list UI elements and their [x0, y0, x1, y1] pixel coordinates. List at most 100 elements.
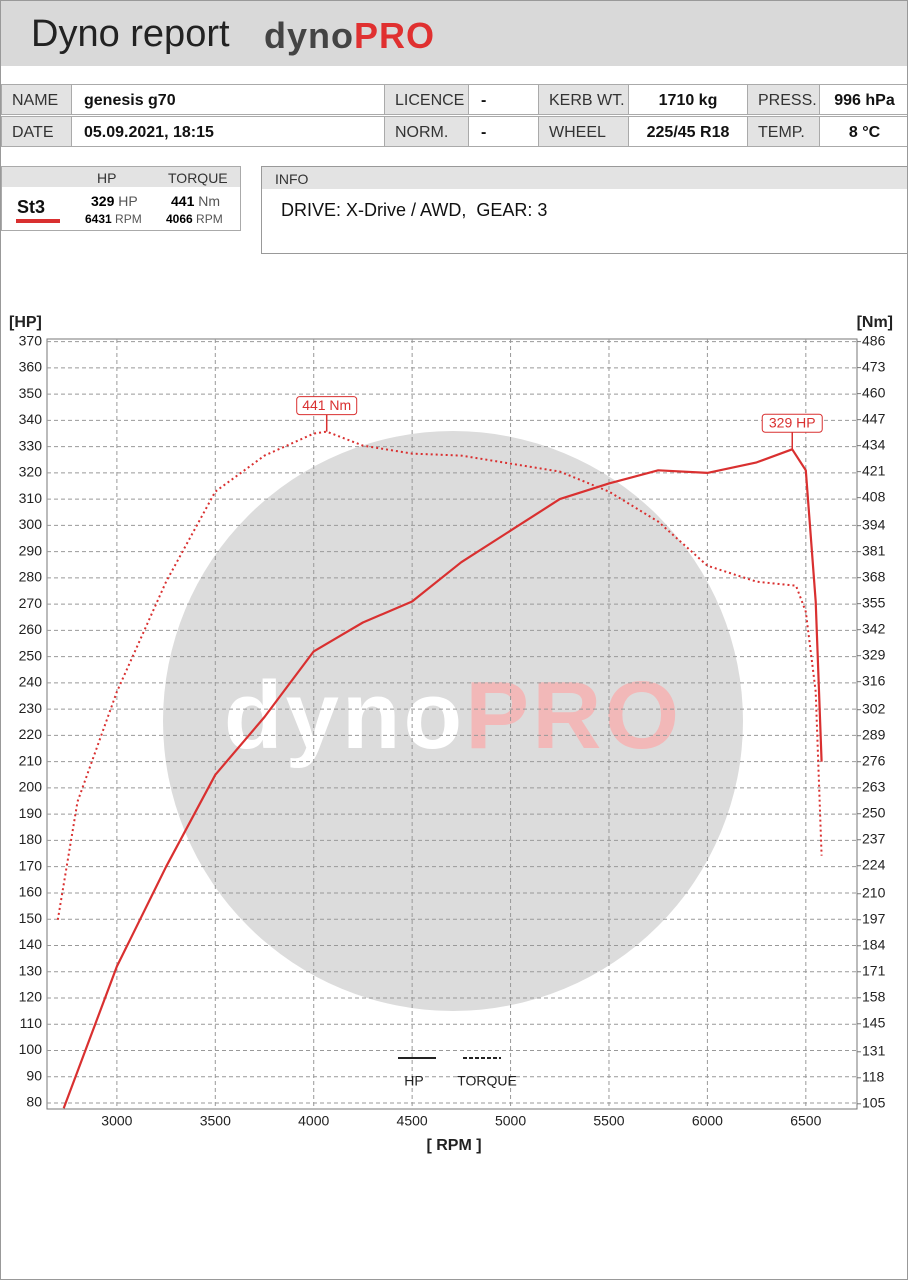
peak-hp-rpm: 6431 RPM	[85, 212, 142, 226]
annotation-label: 329 HP	[769, 414, 816, 430]
table-value: 8 °C	[819, 116, 907, 147]
y-tick-label: 370	[19, 332, 43, 348]
y-tick-label: 210	[19, 752, 43, 768]
y2-tick-label: 276	[862, 752, 886, 768]
y-tick-label: 300	[19, 516, 43, 532]
y-tick-label: 220	[19, 726, 43, 742]
info-box: INFO DRIVE: X-Drive / AWD, GEAR: 3	[261, 166, 907, 254]
y2-tick-label: 355	[862, 594, 886, 610]
logo-dyno: dyno	[264, 15, 354, 56]
table-label: LICENCE	[384, 84, 469, 115]
annotation-label: 441 Nm	[302, 397, 351, 413]
title: Dyno report	[31, 13, 230, 55]
hp-rpm-unit: RPM	[115, 212, 142, 226]
peak-torque: 441 Nm	[171, 193, 220, 209]
y2-tick-label: 473	[862, 358, 886, 374]
y-tick-label: 280	[19, 569, 43, 585]
summary-box: HP TORQUE St3 329 HP 441 Nm 6431 RPM 406…	[1, 166, 241, 231]
table-label: WHEEL	[538, 116, 629, 147]
y2-tick-label: 329	[862, 646, 886, 662]
hp-rpm-value: 6431	[85, 212, 112, 226]
y2-tick-label: 302	[862, 700, 886, 716]
y-tick-label: 240	[19, 674, 43, 690]
series-line	[62, 448, 823, 1109]
table-value: genesis g70	[71, 84, 385, 115]
y2-tick-label: 131	[862, 1042, 886, 1058]
header-bar	[1, 1, 907, 66]
legend-label: TORQUE	[457, 1073, 517, 1089]
y-tick-label: 360	[19, 359, 43, 375]
y2-tick-label: 434	[862, 436, 886, 452]
x-tick-label: 4500	[397, 1113, 428, 1129]
table-label: PRESS.	[747, 84, 820, 115]
x-axis-label: [ RPM ]	[426, 1137, 481, 1154]
info-table: NAME genesis g70 LICENCE - KERB WT. 1710 kg PR…	[1, 84, 907, 148]
x-tick-label: 3000	[101, 1113, 132, 1129]
y2-tick-label: 394	[862, 516, 886, 532]
y-tick-label: 110	[20, 1015, 43, 1031]
peak-hp: 329 HP	[91, 193, 138, 209]
table-value: -	[468, 116, 539, 147]
y-tick-label: 150	[19, 910, 43, 926]
y-axis-label: [HP]	[9, 314, 42, 331]
y-tick-label: 160	[19, 884, 43, 900]
y-tick-label: 130	[19, 962, 43, 978]
x-tick-label: 5500	[593, 1113, 624, 1129]
y2-tick-label: 250	[862, 804, 886, 820]
info-title: INFO	[275, 171, 309, 187]
y2-tick-label: 316	[862, 672, 886, 688]
y-tick-label: 80	[26, 1094, 42, 1110]
summary-header	[2, 167, 240, 187]
y2-tick-label: 486	[862, 332, 886, 348]
table-value: 225/45 R18	[628, 116, 748, 147]
y-tick-label: 170	[19, 857, 43, 873]
annotation-box	[761, 413, 823, 433]
y-tick-label: 330	[19, 437, 43, 453]
series-line	[56, 430, 823, 920]
watermark-pro: PRO	[465, 662, 682, 769]
y2-tick-label: 105	[862, 1095, 886, 1111]
x-tick-label: 5000	[495, 1113, 526, 1129]
table-value: 996 hPa	[819, 84, 907, 115]
y2-tick-label: 118	[862, 1068, 885, 1084]
y2-tick-label: 460	[862, 384, 886, 400]
y-tick-label: 340	[19, 411, 43, 427]
y2-tick-label: 289	[862, 726, 886, 742]
peak-torque-value: 441	[171, 193, 195, 209]
info-text: DRIVE: X-Drive / AWD, GEAR: 3	[281, 200, 548, 220]
run-name: St3	[17, 197, 46, 217]
y2-tick-label: 421	[862, 462, 886, 478]
summary-head-torque: TORQUE	[168, 170, 228, 186]
peak-torque-unit: Nm	[198, 193, 221, 209]
x-tick-label: 3500	[200, 1113, 231, 1129]
y-tick-label: 200	[19, 779, 43, 795]
torque-rpm-value: 4066	[166, 212, 193, 226]
y-tick-label: 120	[19, 989, 43, 1005]
y-tick-label: 90	[26, 1067, 42, 1083]
table-label: NORM.	[384, 116, 469, 147]
annotation-box	[296, 396, 358, 416]
table-label: TEMP.	[747, 116, 820, 147]
table-label: KERB WT.	[538, 84, 629, 115]
y2-tick-label: 145	[862, 1014, 886, 1030]
y-tick-label: 350	[19, 385, 43, 401]
peak-hp-unit: HP	[118, 193, 138, 209]
y-tick-label: 270	[19, 595, 43, 611]
legend-label: HP	[404, 1073, 423, 1089]
y-tick-label: 290	[19, 542, 43, 558]
table-label: NAME	[1, 84, 72, 115]
info-header	[262, 167, 907, 189]
y2-tick-label: 210	[862, 884, 886, 900]
y-tick-label: 100	[19, 1041, 43, 1057]
y-tick-label: 320	[19, 464, 43, 480]
run-swatch	[16, 219, 60, 223]
y2-tick-label: 224	[862, 856, 886, 872]
y2-tick-label: 197	[862, 910, 886, 926]
x-tick-label: 4000	[298, 1113, 329, 1129]
peak-torque-rpm: 4066 RPM	[166, 212, 223, 226]
logo: dynoPRO	[264, 15, 435, 57]
x-tick-label: 6500	[790, 1113, 821, 1129]
table-value: 05.09.2021, 18:15	[71, 116, 385, 147]
x-tick-label: 6000	[692, 1113, 723, 1129]
